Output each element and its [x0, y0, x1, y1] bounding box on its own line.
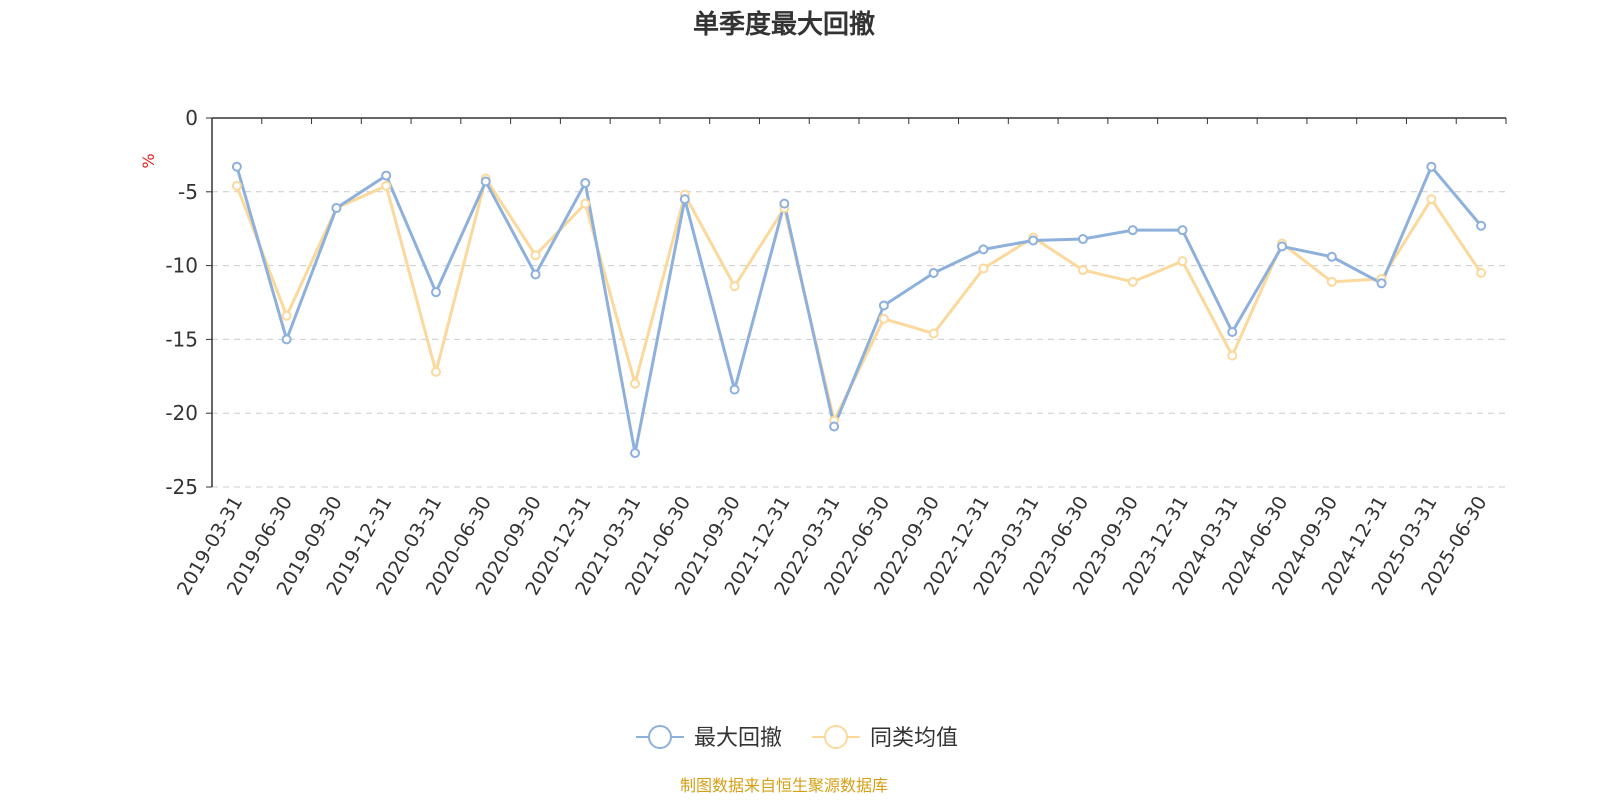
data-point	[530, 269, 541, 280]
data-point	[1077, 265, 1088, 276]
legend-label: 同类均值	[870, 726, 958, 751]
data-point	[1127, 276, 1138, 287]
data-point	[978, 244, 989, 255]
data-point	[1326, 251, 1337, 262]
data-point	[1077, 234, 1088, 245]
data-point	[928, 328, 939, 339]
y-tick-label: -10	[165, 254, 198, 278]
data-point	[679, 194, 690, 205]
series-lines	[231, 161, 1487, 459]
chart-title: 单季度最大回撤	[693, 9, 875, 40]
series-line	[235, 177, 1483, 423]
data-point	[729, 281, 740, 292]
data-point	[231, 180, 242, 191]
legend[interactable]: 最大回撤 同类均值	[636, 725, 958, 751]
y-tick-label: -20	[165, 401, 198, 425]
data-point	[480, 176, 491, 187]
data-point	[580, 198, 591, 209]
series-line	[235, 165, 1483, 455]
data-point	[1476, 267, 1487, 278]
data-point	[1326, 276, 1337, 287]
data-point	[779, 198, 790, 209]
data-point	[1177, 225, 1188, 236]
data-point	[878, 300, 889, 311]
data-point	[381, 180, 392, 191]
data-point	[231, 161, 242, 172]
data-point	[281, 310, 292, 321]
data-point	[978, 263, 989, 274]
y-tick-label: -15	[165, 327, 198, 351]
x-tick-labels: 2019-03-312019-06-302019-09-302019-12-31…	[173, 493, 1491, 600]
data-point	[430, 366, 441, 377]
data-point	[1426, 194, 1437, 205]
data-source-note: 制图数据来自恒生聚源数据库	[680, 776, 888, 795]
legend-item[interactable]: 同类均值	[812, 725, 958, 751]
data-point	[729, 384, 740, 395]
data-point	[430, 287, 441, 298]
data-point	[630, 448, 641, 459]
data-point	[530, 250, 541, 261]
data-point	[1476, 220, 1487, 231]
data-point	[1227, 350, 1238, 361]
data-point	[281, 334, 292, 345]
data-point	[331, 203, 342, 214]
data-point	[1277, 241, 1288, 252]
y-tick-label: 0	[185, 106, 198, 130]
data-point	[1376, 278, 1387, 289]
data-point	[580, 177, 591, 188]
data-point	[381, 170, 392, 181]
data-point	[1028, 235, 1039, 246]
legend-marker	[648, 725, 672, 749]
axes	[206, 117, 1507, 488]
gridlines	[212, 191, 1506, 488]
y-tick-label: -25	[165, 475, 198, 499]
data-point	[878, 313, 889, 324]
legend-label: 最大回撤	[694, 726, 782, 751]
y-axis-unit-label: %	[139, 153, 158, 168]
legend-item[interactable]: 最大回撤	[636, 725, 782, 751]
data-point	[829, 421, 840, 432]
y-tick-label: -5	[178, 180, 198, 204]
data-point	[630, 378, 641, 389]
data-point	[928, 267, 939, 278]
data-point	[1127, 225, 1138, 236]
legend-marker	[824, 725, 848, 749]
data-point	[1227, 327, 1238, 338]
data-point	[1177, 256, 1188, 267]
data-point	[1426, 161, 1437, 172]
y-tick-labels: 0 -5 -10 -15 -20 -25	[165, 106, 198, 499]
